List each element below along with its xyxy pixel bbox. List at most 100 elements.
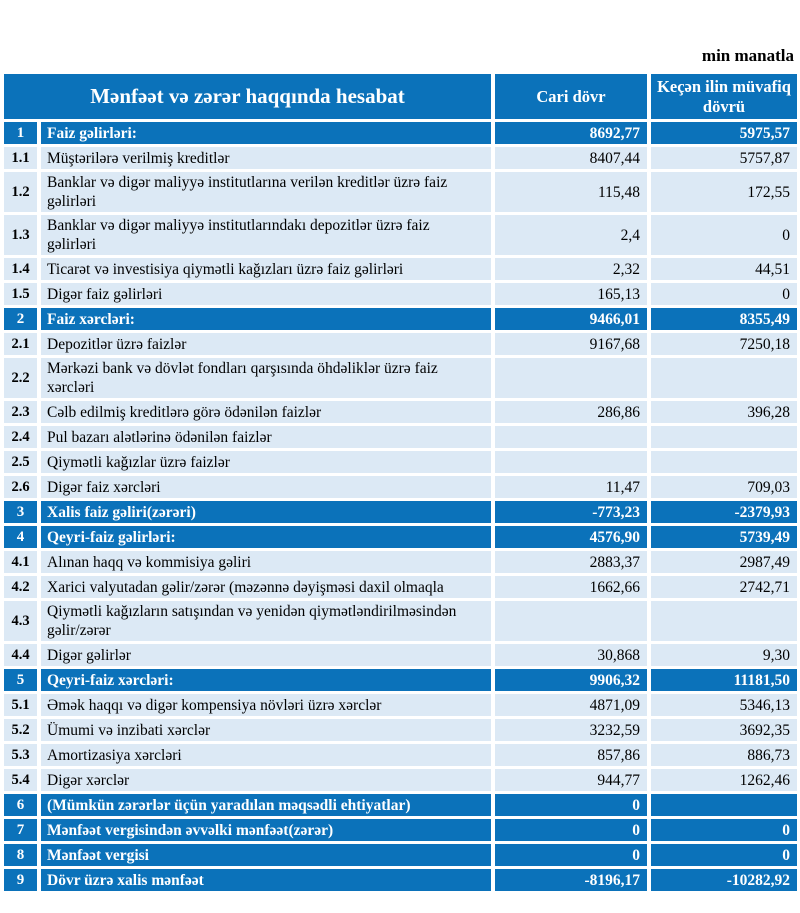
value-current-period: [495, 601, 647, 641]
value-current-period: 4576,90: [495, 526, 647, 548]
row-label: Xalis faiz gəliri(zərəri): [41, 501, 491, 523]
row-number: 5: [4, 669, 37, 691]
row-label: Qeyri-faiz gəlirləri:: [41, 526, 491, 548]
value-previous-period: 5757,87: [651, 147, 797, 169]
row-label: Ümumi və inzibati xərclər: [41, 719, 491, 741]
row-number: 1.5: [4, 283, 37, 305]
value-previous-period: 8355,49: [651, 308, 797, 330]
value-current-period: 3232,59: [495, 719, 647, 741]
value-previous-period: 3692,35: [651, 719, 797, 741]
table-row-5: 5 Qeyri-faiz xərcləri: 9906,32 11181,50: [4, 669, 797, 691]
table-row-6: 6 (Mümkün zərərlər üçün yaradılan məqsədl…: [4, 794, 797, 816]
row-number: 5.3: [4, 744, 37, 766]
value-previous-period: 172,55: [651, 172, 797, 212]
row-number: 6: [4, 794, 37, 816]
row-number: 5.2: [4, 719, 37, 741]
row-number: 2.6: [4, 476, 37, 498]
col-header-current-period: Cari dövr: [495, 74, 647, 119]
value-previous-period: [651, 451, 797, 473]
value-previous-period: 0: [651, 215, 797, 255]
value-previous-period: 2987,49: [651, 551, 797, 573]
row-label: Depozitlər üzrə faizlər: [41, 333, 491, 355]
table-row-4-2: 4.2 Xarici valyutadan gəlir/zərər (məzənn…: [4, 576, 797, 598]
value-previous-period: [651, 601, 797, 641]
value-current-period: 9466,01: [495, 308, 647, 330]
value-previous-period: 886,73: [651, 744, 797, 766]
row-label: Mənfəət vergisi: [41, 844, 491, 866]
table-row-1-3: 1.3 Banklar və digər maliyyə institutları…: [4, 215, 797, 255]
row-label: Cəlb edilmiş kreditlərə görə ödənilən fa…: [41, 401, 491, 423]
table-header-row: Mənfəət və zərər haqqında hesabat Cari d…: [4, 74, 797, 119]
row-label: Banklar və digər maliyyə institutlarına …: [41, 172, 491, 212]
value-current-period: 286,86: [495, 401, 647, 423]
value-previous-period: 5346,13: [651, 694, 797, 716]
row-number: 1.4: [4, 258, 37, 280]
value-previous-period: 9,30: [651, 644, 797, 666]
table-row-2-1: 2.1 Depozitlər üzrə faizlər 9167,68 7250,18: [4, 333, 797, 355]
value-current-period: 115,48: [495, 172, 647, 212]
row-number: 2.2: [4, 358, 37, 398]
table-row-2-4: 2.4 Pul bazarı alətlərinə ödənilən faizlə…: [4, 426, 797, 448]
value-previous-period: 709,03: [651, 476, 797, 498]
row-label: Amortizasiya xərcləri: [41, 744, 491, 766]
table-row-9: 9 Dövr üzrə xalis mənfəət -8196,17 -10282,9…: [4, 869, 797, 891]
value-previous-period: 396,28: [651, 401, 797, 423]
value-previous-period: -2379,93: [651, 501, 797, 523]
value-previous-period: [651, 426, 797, 448]
value-current-period: 0: [495, 794, 647, 816]
row-number: 2.4: [4, 426, 37, 448]
table-row-3: 3 Xalis faiz gəliri(zərəri) -773,23 -2379,9…: [4, 501, 797, 523]
value-current-period: -773,23: [495, 501, 647, 523]
row-number: 3: [4, 501, 37, 523]
value-previous-period: -10282,92: [651, 869, 797, 891]
row-number: 1: [4, 122, 37, 144]
row-label: Pul bazarı alətlərinə ödənilən faizlər: [41, 426, 491, 448]
row-label: Qeyri-faiz xərcləri:: [41, 669, 491, 691]
row-number: 1.2: [4, 172, 37, 212]
row-label: Dövr üzrə xalis mənfəət: [41, 869, 491, 891]
table-row-2-2: 2.2 Mərkəzi bank və dövlət fondları qarşı…: [4, 358, 797, 398]
value-previous-period: 2742,71: [651, 576, 797, 598]
row-label: Mərkəzi bank və dövlət fondları qarşısın…: [41, 358, 491, 398]
value-current-period: 2,4: [495, 215, 647, 255]
table-row-8: 8 Mənfəət vergisi 0 0: [4, 844, 797, 866]
value-current-period: 8692,77: [495, 122, 647, 144]
value-previous-period: 0: [651, 819, 797, 841]
table-row-5-1: 5.1 Əmək haqqı və digər kompensiya növlər…: [4, 694, 797, 716]
table-row-7: 7 Mənfəət vergisindən əvvəlki mənfəət(zər…: [4, 819, 797, 841]
row-label: Faiz gəlirləri:: [41, 122, 491, 144]
row-label: Qiymətli kağızların satışından və yenidə…: [41, 601, 491, 641]
value-previous-period: 7250,18: [651, 333, 797, 355]
table-row-2: 2 Faiz xərcləri: 9466,01 8355,49: [4, 308, 797, 330]
row-label: Qiymətli kağızlar üzrə faizlər: [41, 451, 491, 473]
row-label: Digər faiz xərcləri: [41, 476, 491, 498]
value-previous-period: 11181,50: [651, 669, 797, 691]
row-number: 2: [4, 308, 37, 330]
value-current-period: 4871,09: [495, 694, 647, 716]
table-row-4: 4 Qeyri-faiz gəlirləri: 4576,90 5739,49: [4, 526, 797, 548]
row-label: Xarici valyutadan gəlir/zərər (məzənnə d…: [41, 576, 491, 598]
value-previous-period: [651, 794, 797, 816]
row-number: 9: [4, 869, 37, 891]
table-row-4-3: 4.3 Qiymətli kağızların satışından və yen…: [4, 601, 797, 641]
value-current-period: 0: [495, 844, 647, 866]
row-number: 2.1: [4, 333, 37, 355]
page: min manatla Mənfəət və zərər haqqında he…: [4, 46, 797, 891]
value-previous-period: 5975,57: [651, 122, 797, 144]
row-label: Əmək haqqı və digər kompensiya növləri ü…: [41, 694, 491, 716]
value-current-period: 30,868: [495, 644, 647, 666]
value-current-period: -8196,17: [495, 869, 647, 891]
row-number: 2.5: [4, 451, 37, 473]
table-row-1-1: 1.1 Müştərilərə verilmiş kreditlər 8407,44…: [4, 147, 797, 169]
value-previous-period: 5739,49: [651, 526, 797, 548]
table-row-5-4: 5.4 Digər xərclər 944,77 1262,46: [4, 769, 797, 791]
row-number: 4.2: [4, 576, 37, 598]
table-row-1-2: 1.2 Banklar və digər maliyyə institutları…: [4, 172, 797, 212]
row-number: 5.1: [4, 694, 37, 716]
value-current-period: 2883,37: [495, 551, 647, 573]
value-current-period: 8407,44: [495, 147, 647, 169]
profit-loss-table: Mənfəət və zərər haqqında hesabat Cari d…: [4, 74, 797, 891]
value-previous-period: 0: [651, 844, 797, 866]
value-current-period: 1662,66: [495, 576, 647, 598]
row-label: Ticarət və investisiya qiymətli kağızlar…: [41, 258, 491, 280]
